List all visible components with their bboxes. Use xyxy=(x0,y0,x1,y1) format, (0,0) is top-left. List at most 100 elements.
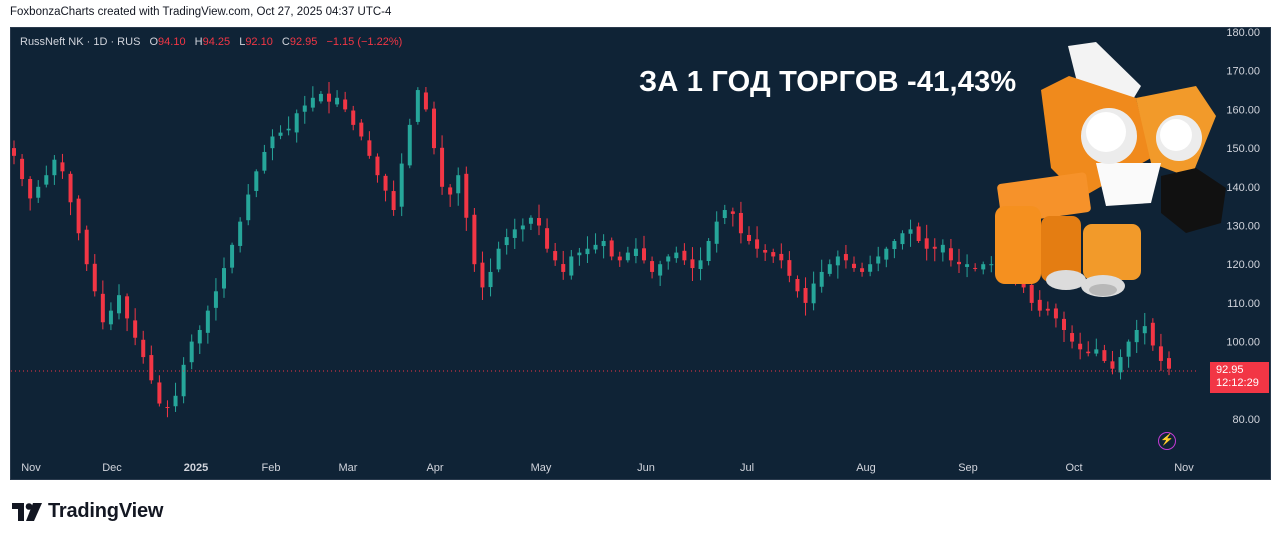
candle-body xyxy=(690,259,695,269)
last-price-tag: 92.95 12:12:29 xyxy=(1210,362,1269,393)
candle-body xyxy=(585,248,590,255)
x-tick-label: Sep xyxy=(958,462,978,474)
candle-body xyxy=(302,105,307,112)
candle-body xyxy=(747,234,751,241)
candle-body xyxy=(100,293,105,323)
candle-body xyxy=(270,136,275,149)
candle-body xyxy=(415,90,420,122)
candle-body xyxy=(432,108,436,149)
x-axis: Nov Dec 2025 Feb Mar Apr May Jun Jul Aug Sep Oct Nov xyxy=(21,462,1194,474)
candle-body xyxy=(811,283,816,304)
candle-body xyxy=(537,218,541,226)
candle-body xyxy=(835,256,840,266)
candle-body xyxy=(989,264,994,266)
candle-body xyxy=(189,341,194,363)
candle-body xyxy=(278,132,283,136)
candle-body xyxy=(294,113,299,133)
candle-body xyxy=(965,264,970,267)
candle-body xyxy=(262,151,267,171)
open-label: O xyxy=(149,36,159,48)
candle-body xyxy=(771,252,776,257)
candle-body xyxy=(286,128,291,131)
candle-body xyxy=(682,250,687,261)
low-label: L xyxy=(239,36,246,48)
candle-body xyxy=(423,92,428,110)
candle-body xyxy=(884,248,889,260)
candle-body xyxy=(76,198,81,234)
candle-body xyxy=(1126,341,1131,357)
candle-body xyxy=(892,240,897,250)
bar-countdown: 12:12:29 xyxy=(1216,377,1259,389)
candle-body xyxy=(666,256,671,262)
x-tick-label: Jun xyxy=(637,462,655,474)
x-tick-label: Apr xyxy=(426,462,443,474)
candle-body xyxy=(327,93,331,102)
candle-body xyxy=(68,173,73,203)
candle-body xyxy=(141,339,146,358)
candle-body xyxy=(755,239,760,249)
candle-body xyxy=(246,194,251,221)
x-tick-label: Oct xyxy=(1065,462,1082,474)
candle-body xyxy=(609,240,614,257)
candlestick-chart[interactable]: 180.00 170.00 160.00 150.00 140.00 130.00 120.… xyxy=(11,28,1271,480)
x-tick-label: Feb xyxy=(262,462,281,474)
candle-body xyxy=(650,261,655,272)
tradingview-brand[interactable]: TradingView xyxy=(12,500,163,523)
candle-body xyxy=(173,395,178,407)
candle-body xyxy=(125,296,130,319)
candle-body xyxy=(205,310,210,333)
candle-body xyxy=(561,264,566,272)
candle-body xyxy=(779,253,784,261)
candle-body xyxy=(92,263,97,292)
x-tick-label: May xyxy=(531,462,552,474)
x-tick-label: Jul xyxy=(740,462,754,474)
lightning-bolt-icon[interactable]: ⚡ xyxy=(1158,432,1176,450)
y-tick-label: 180.00 xyxy=(1226,28,1260,39)
candle-body xyxy=(1110,361,1115,369)
candle-body xyxy=(973,267,978,269)
candle-body xyxy=(28,179,33,199)
x-tick-label: Nov xyxy=(1174,462,1194,474)
candle-body xyxy=(197,329,202,344)
low-value: 92.10 xyxy=(245,36,273,48)
candle-body xyxy=(44,175,49,185)
chart-panel[interactable]: 180.00 170.00 160.00 150.00 140.00 130.00 120.… xyxy=(10,27,1271,480)
close-value: 92.95 xyxy=(289,36,318,48)
candle-body xyxy=(876,256,881,264)
close-label: C xyxy=(281,36,290,48)
candle-body xyxy=(335,97,340,105)
candle-body xyxy=(343,99,348,110)
candle-body xyxy=(819,271,824,287)
candle-body xyxy=(908,229,913,234)
candle-body xyxy=(1142,326,1147,334)
open-value: 94.10 xyxy=(158,36,186,48)
x-tick-label: 2025 xyxy=(184,462,208,474)
candle-body xyxy=(674,252,679,259)
candle-body xyxy=(1086,351,1091,354)
candle-body xyxy=(472,214,477,265)
candle-body xyxy=(375,156,380,176)
candle-body xyxy=(1037,299,1042,311)
candle-body xyxy=(633,248,638,256)
candle-body xyxy=(149,355,154,381)
last-price-value: 92.95 xyxy=(1216,364,1244,376)
candle-body xyxy=(165,407,170,409)
candle-body xyxy=(948,248,953,261)
candle-body xyxy=(932,246,937,249)
symbol-label: RussNeft NK · 1D · RUS xyxy=(20,36,141,48)
candle-body xyxy=(1045,308,1050,311)
candle-body xyxy=(108,310,113,325)
candle-body xyxy=(698,260,703,269)
y-tick-label: 140.00 xyxy=(1226,182,1260,194)
candle-body xyxy=(1118,357,1123,373)
candle-body xyxy=(133,320,138,338)
candle-body xyxy=(601,240,606,247)
candle-body xyxy=(367,140,372,156)
high-value: 94.25 xyxy=(202,36,231,48)
x-tick-label: Mar xyxy=(339,462,358,474)
candle-body xyxy=(399,163,404,207)
candle-body xyxy=(520,225,525,230)
candle-body xyxy=(1062,318,1066,330)
candle-body xyxy=(181,364,186,397)
tradingview-logo-icon xyxy=(12,502,42,521)
